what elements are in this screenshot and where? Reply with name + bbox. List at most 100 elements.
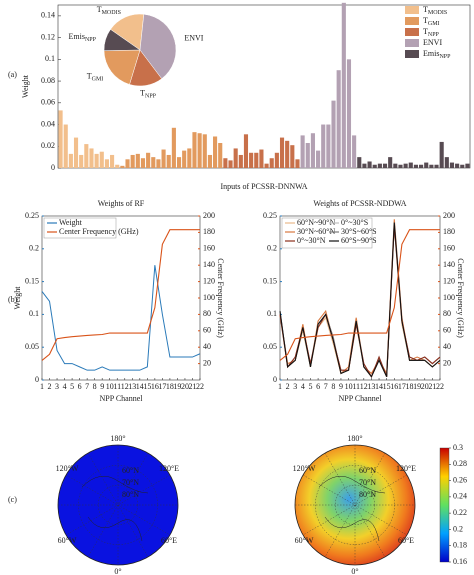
y2-tick-label: 20 <box>443 358 451 367</box>
series-line <box>279 222 441 378</box>
y2-tick-label: 100 <box>443 293 455 302</box>
x-tick-label: 21 <box>188 382 196 391</box>
x-tick-label: 13 <box>128 382 136 391</box>
bar <box>290 145 295 168</box>
x-tick-label: 16 <box>151 382 159 391</box>
y2-tick-label: 60 <box>443 326 451 335</box>
y2-tick-label: 160 <box>203 244 215 253</box>
legend-label: TMODIS <box>423 5 447 17</box>
legend-label: TGMI <box>423 16 440 28</box>
series-line <box>279 225 441 378</box>
x-tick-label: 22 <box>196 382 204 391</box>
plot-frame <box>41 215 201 381</box>
meridian <box>87 452 149 558</box>
bar <box>135 153 140 168</box>
colorbar-tick-label: 0.18 <box>453 541 467 550</box>
y-tick-label: 0.2 <box>267 244 277 253</box>
y-tick-label: 0.2 <box>29 244 39 253</box>
y-tick-label: 0.15 <box>25 276 39 285</box>
bar <box>197 133 202 168</box>
chart-title: Weights of PCSSR-NDDWA <box>313 199 406 208</box>
y-axis-label: Weight <box>13 286 22 310</box>
y2-tick-label: 80 <box>443 309 451 318</box>
bar <box>115 164 120 168</box>
coastline <box>318 475 386 542</box>
bar <box>429 164 434 168</box>
y2-tick-label: 160 <box>443 244 455 253</box>
pie-label-base: T <box>97 5 102 14</box>
y2-axis-label: Center Frequency (GHz) <box>456 258 465 338</box>
colorbar-tick-label: 0.2 <box>453 524 463 533</box>
y-tick-label: 0.1 <box>29 309 39 318</box>
bar <box>213 136 218 168</box>
legend-label: Center Frequency (GHz) <box>59 227 139 236</box>
x-tick-label: 15 <box>143 382 151 391</box>
x-tick-label: 20 <box>181 382 189 391</box>
latitude-ring <box>97 485 138 526</box>
bar <box>388 157 393 168</box>
bar <box>465 163 470 168</box>
legend-label-sub: MODIS <box>428 10 447 16</box>
bar <box>279 137 285 168</box>
x-tick-label: 19 <box>413 382 421 391</box>
bar <box>207 154 212 168</box>
bar <box>274 152 279 168</box>
bar <box>94 153 99 168</box>
colorbar-tick-label: 0.24 <box>453 492 467 501</box>
legend-swatch <box>405 39 419 47</box>
y2-tick-label: 100 <box>203 293 215 302</box>
colorbar-tick-label: 0.26 <box>453 475 467 484</box>
x-tick-label: 9 <box>339 382 343 391</box>
bar <box>249 152 254 168</box>
legend-swatch <box>405 50 419 58</box>
x-tick-label: 11 <box>352 382 360 391</box>
map-label: 60°W <box>295 536 314 545</box>
colorbar-tick-label: 0.3 <box>453 443 463 452</box>
x-tick-label: 3 <box>55 382 59 391</box>
legend-label-base: ENVI <box>423 38 442 47</box>
x-tick-label: 7 <box>324 382 328 391</box>
series-line <box>41 265 201 371</box>
series-line <box>279 229 440 361</box>
bar <box>449 162 455 168</box>
bar <box>393 163 398 168</box>
bar <box>377 163 382 168</box>
y2-tick-label: 120 <box>443 276 455 285</box>
bar <box>434 164 439 168</box>
y-tick-label: 0.25 <box>25 211 39 220</box>
y2-tick-label: 200 <box>443 211 455 220</box>
legend-label-base: Emis <box>423 49 439 58</box>
y2-tick-label: 180 <box>203 227 215 236</box>
x-tick-label: 12 <box>360 382 368 391</box>
x-tick-label: 22 <box>436 382 444 391</box>
y2-axis-label: Center Frequency (GHz) <box>216 258 225 338</box>
legend-label: EmisNPP <box>423 49 451 61</box>
map-label: 120°W <box>56 464 79 473</box>
bar <box>254 152 259 168</box>
legend-label: 30°S~60°S <box>341 227 377 236</box>
pie-label-sub: NPP <box>145 94 157 100</box>
x-tick-label: 6 <box>316 382 320 391</box>
colorbar-tick-label: 0.28 <box>453 459 467 468</box>
bar <box>264 163 269 168</box>
ring-label: 70°N <box>122 478 139 487</box>
x-tick-label: 19 <box>173 382 181 391</box>
bar <box>171 127 176 168</box>
map-label: 120°E <box>159 464 179 473</box>
bar <box>398 164 403 168</box>
y-tick-label: 0.05 <box>263 342 277 351</box>
map-label: 180° <box>110 434 125 443</box>
bar <box>104 159 109 168</box>
bar <box>125 159 130 168</box>
y-tick-label: 0.06 <box>41 98 55 107</box>
bar <box>130 154 135 168</box>
pie-label: TNPP <box>140 88 157 100</box>
bar <box>110 154 115 168</box>
x-tick-label: 3 <box>293 382 297 391</box>
map-label: 60°E <box>398 536 414 545</box>
bar <box>341 2 346 169</box>
bar <box>269 158 274 168</box>
y2-tick-label: 80 <box>203 309 211 318</box>
bar <box>146 152 151 168</box>
bar <box>243 134 249 168</box>
